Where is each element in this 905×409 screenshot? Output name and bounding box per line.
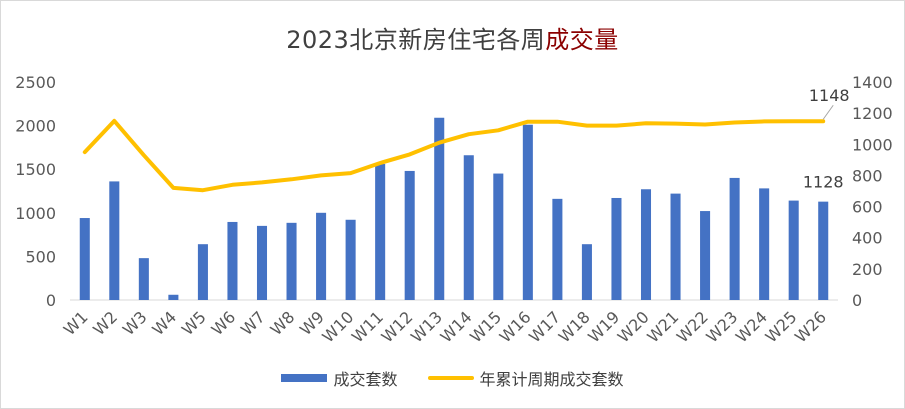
y-right-tick-label: 1400	[852, 73, 893, 92]
x-tick-label-W25: W25	[761, 307, 800, 346]
bar-W9	[316, 212, 327, 300]
x-tick-label-W18: W18	[555, 307, 594, 346]
bar-W17	[552, 198, 563, 300]
x-tick-label-W17: W17	[525, 307, 564, 346]
y-left-tick-label: 2000	[15, 117, 56, 136]
bar-W25	[788, 200, 799, 300]
x-tick-label-W1: W1	[60, 307, 92, 339]
y-right-tick-label: 600	[852, 198, 883, 217]
legend: 成交套数 年累计周期成交套数	[0, 366, 905, 390]
y-right-tick-label: 200	[852, 260, 883, 279]
x-tick-label-W13: W13	[407, 307, 446, 346]
y-right-tick-label: 800	[852, 166, 883, 185]
legend-label-bars: 成交套数	[333, 370, 398, 389]
legend-swatch-bars	[281, 374, 328, 382]
legend-item-line[interactable]: 年累计周期成交套数	[427, 366, 624, 390]
y-right-tick-label: 1200	[852, 104, 893, 123]
x-tick-label-W14: W14	[437, 307, 476, 346]
bar-W18	[581, 244, 592, 300]
y-right-tick-label: 1000	[852, 135, 893, 154]
y-left-tick-label: 1000	[15, 204, 56, 223]
chart-title-highlight: 成交量	[545, 26, 619, 54]
x-tick-label-W12: W12	[377, 307, 416, 346]
bar-W19	[611, 197, 622, 300]
x-tick-label-W16: W16	[496, 307, 535, 346]
x-tick-label-W8: W8	[267, 307, 299, 339]
x-tick-label-W6: W6	[207, 307, 239, 339]
y-right-tick-label: 400	[852, 229, 883, 248]
x-tick-label-W4: W4	[148, 307, 180, 339]
chart-title: 2023北京新房住宅各周成交量	[0, 20, 905, 55]
x-tick-label-W7: W7	[237, 307, 269, 339]
y-left-tick-label: 1500	[15, 160, 56, 179]
bar-W13	[434, 117, 445, 300]
legend-swatch-line	[427, 376, 474, 380]
bar-W11	[375, 163, 386, 300]
bar-W14	[463, 155, 474, 300]
x-tick-label-W24: W24	[732, 307, 771, 346]
bar-W6	[227, 221, 238, 300]
bar-W5	[197, 244, 208, 300]
x-tick-label-W26: W26	[791, 307, 830, 346]
bar-W15	[493, 173, 504, 300]
bar-W21	[670, 193, 681, 300]
cumulative-line	[82, 118, 826, 193]
y-left-tick-label: 500	[25, 247, 56, 266]
bar-W7	[256, 225, 268, 300]
bar-W8	[286, 222, 297, 300]
y-right-tick-label: 0	[852, 291, 862, 310]
bar-W16	[522, 124, 533, 300]
bar-W22	[700, 211, 711, 300]
x-tick-label-W20: W20	[614, 307, 653, 346]
x-tick-label-W22: W22	[673, 307, 712, 346]
bar-W24	[759, 188, 770, 300]
x-tick-label-W19: W19	[584, 307, 623, 346]
y-left-tick-label: 0	[46, 291, 56, 310]
data-label-line-W26: 1148	[809, 86, 850, 105]
x-tick-label-W23: W23	[702, 307, 741, 346]
bar-W26	[818, 201, 829, 300]
x-tick-label-W3: W3	[119, 307, 151, 339]
x-tick-label-W21: W21	[643, 307, 682, 346]
bar-W4	[168, 294, 179, 300]
x-tick-label-W10: W10	[318, 307, 357, 346]
bar-W10	[345, 219, 356, 300]
x-tick-label-W5: W5	[178, 307, 210, 339]
data-label-bar-W26: 1128	[803, 173, 844, 192]
y-left-tick-label: 2500	[15, 73, 56, 92]
bar-W3	[138, 258, 149, 300]
legend-item-bars[interactable]: 成交套数	[281, 366, 398, 390]
data-label-leader	[822, 104, 834, 120]
x-tick-label-W15: W15	[466, 307, 505, 346]
bar-W1	[79, 218, 90, 300]
bar-W20	[640, 189, 652, 300]
bar-W12	[404, 170, 415, 300]
x-tick-label-W11: W11	[348, 307, 387, 346]
legend-label-line: 年累计周期成交套数	[479, 370, 624, 389]
x-tick-label-W2: W2	[89, 307, 121, 339]
chart-title-main: 2023北京新房住宅各周	[286, 26, 546, 54]
bar-W2	[109, 181, 120, 300]
bar-W23	[729, 177, 740, 300]
